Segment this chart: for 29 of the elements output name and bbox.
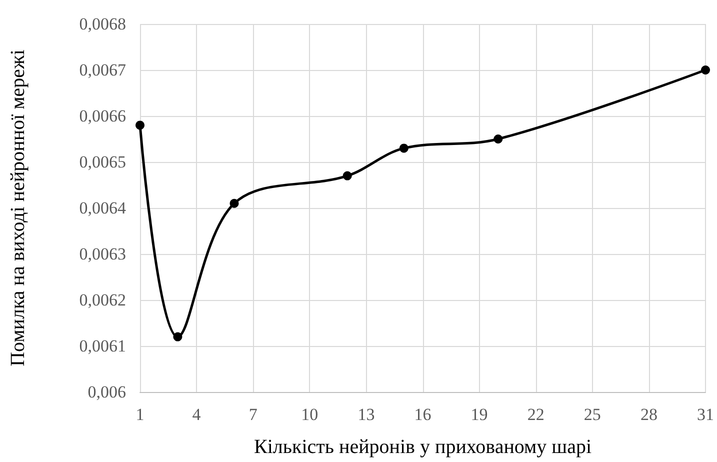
y-tick-label: 0,0066 xyxy=(79,106,126,126)
x-tick-label: 31 xyxy=(697,405,714,424)
x-tick-label: 13 xyxy=(358,405,375,424)
x-tick-label: 28 xyxy=(640,405,658,424)
x-tick-label: 10 xyxy=(301,405,318,424)
y-tick-label: 0,0062 xyxy=(79,290,126,310)
point xyxy=(399,144,408,153)
point xyxy=(136,120,144,130)
x-tick-label: 7 xyxy=(248,405,258,424)
x-tick-label: 22 xyxy=(527,405,544,424)
x-tick-label: 16 xyxy=(414,405,432,424)
point xyxy=(230,198,239,208)
x-axis-title: Кількість нейронів у прихованому шарі xyxy=(254,436,592,458)
y-tick-label: 0,0064 xyxy=(79,198,126,218)
point xyxy=(494,134,503,144)
y-tick-label: 0,0061 xyxy=(79,336,126,356)
point xyxy=(701,66,710,74)
y-tick-label: 0,006 xyxy=(88,382,126,402)
point xyxy=(173,332,182,342)
x-tick-label: 1 xyxy=(136,405,144,424)
point xyxy=(342,171,352,180)
y-tick-label: 0,0067 xyxy=(79,60,126,80)
x-tick-label: 19 xyxy=(470,405,488,424)
y-tick-label: 0,0068 xyxy=(79,14,126,34)
y-tick-label: 0,0063 xyxy=(79,244,126,264)
x-tick-label: 25 xyxy=(584,405,601,424)
y-axis-title: Помилка на виході нейронної мережі xyxy=(7,49,29,366)
x-tick-label: 4 xyxy=(192,405,202,424)
y-tick-label: 0,0065 xyxy=(79,152,126,172)
